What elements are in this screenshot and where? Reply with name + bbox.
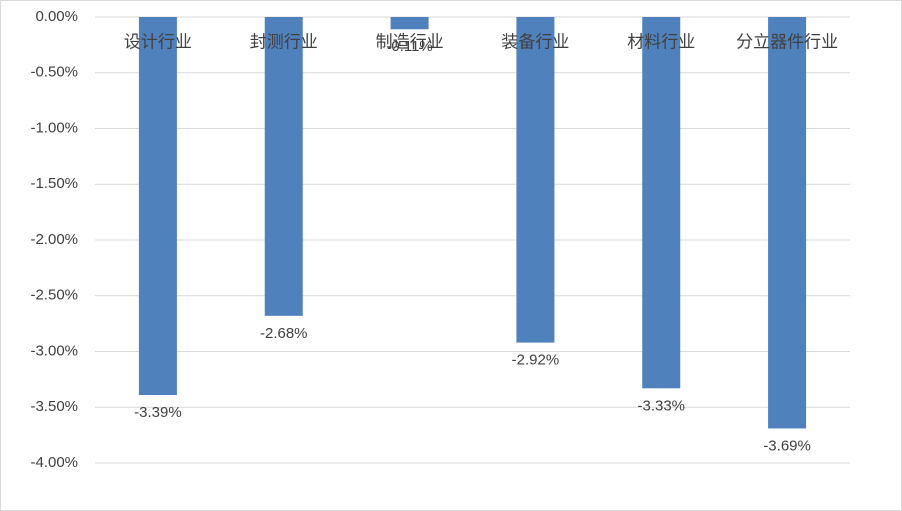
- y-tick-label: -1.50%: [30, 175, 78, 192]
- bar: [642, 17, 681, 389]
- x-tick-label: 制造行业: [376, 32, 444, 51]
- x-tick-label: 分立器件行业: [736, 32, 838, 51]
- bar: [390, 17, 429, 30]
- value-label: -0.11%: [386, 38, 432, 55]
- y-tick-label: -3.50%: [30, 398, 78, 415]
- y-tick-label: -4.00%: [30, 454, 78, 471]
- bar: [264, 17, 303, 316]
- value-label: -3.33%: [637, 397, 685, 414]
- value-label: -2.92%: [512, 352, 560, 369]
- bar: [516, 17, 555, 343]
- y-tick-label: -2.50%: [30, 287, 78, 304]
- x-tick-label: 封测行业: [250, 32, 318, 51]
- x-tick-label: 设计行业: [124, 32, 192, 51]
- y-tick-label: -0.50%: [30, 64, 78, 81]
- bar: [768, 17, 807, 429]
- value-label: -3.39%: [134, 404, 182, 421]
- value-label: -3.69%: [763, 437, 811, 454]
- y-tick-label: -3.00%: [30, 342, 78, 359]
- x-tick-label: 材料行业: [627, 32, 695, 51]
- y-tick-label: -1.00%: [30, 119, 78, 136]
- value-label: -2.68%: [260, 325, 308, 342]
- y-tick-label: 0.00%: [35, 8, 78, 25]
- x-tick-label: 装备行业: [501, 32, 569, 51]
- bar: [138, 17, 177, 395]
- y-tick-label: -2.00%: [30, 231, 78, 248]
